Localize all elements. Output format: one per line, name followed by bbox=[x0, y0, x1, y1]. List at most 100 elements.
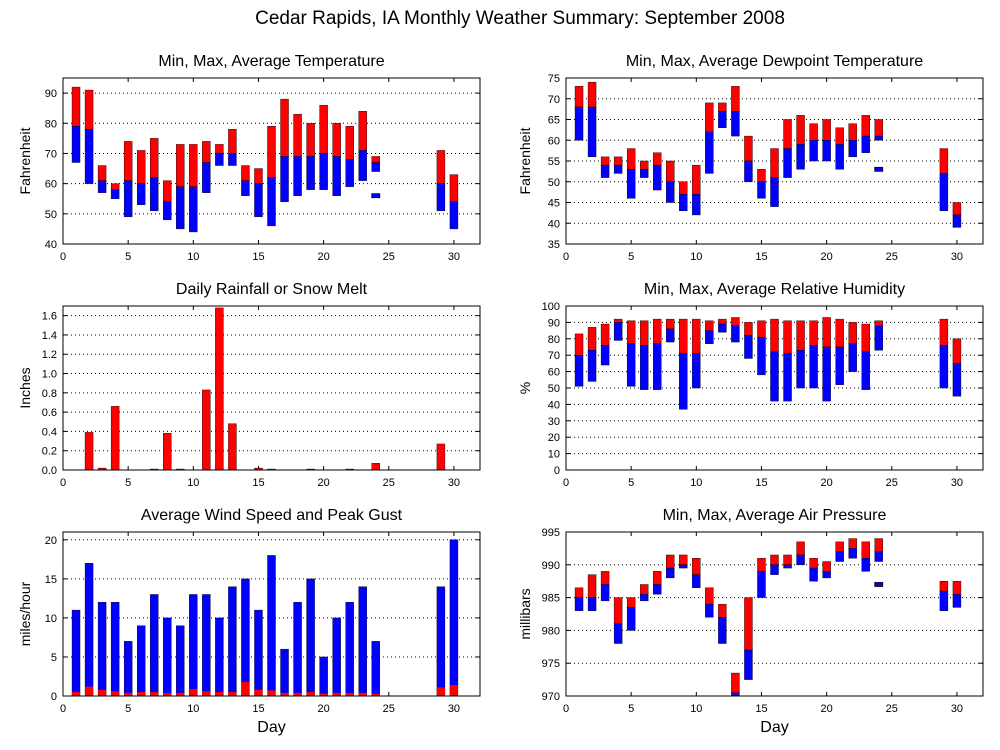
bar-upper bbox=[97, 165, 107, 181]
bar-lower bbox=[848, 548, 857, 559]
plot-frame bbox=[62, 305, 481, 471]
page-title: Cedar Rapids, IA Monthly Weather Summary… bbox=[255, 8, 785, 29]
y-tick-label: 30 bbox=[548, 416, 560, 428]
y-tick-label: 75 bbox=[548, 73, 560, 85]
bar-lower bbox=[639, 169, 649, 178]
avg-wind-bar bbox=[254, 689, 263, 696]
rain-bar bbox=[202, 389, 211, 471]
bar-lower bbox=[189, 186, 198, 233]
x-tick-label: 0 bbox=[563, 477, 569, 489]
gust-bar bbox=[358, 586, 367, 697]
bar-upper bbox=[952, 202, 962, 216]
bar-lower bbox=[202, 162, 211, 193]
bar-lower bbox=[626, 169, 636, 199]
avg-wind-bar bbox=[319, 693, 328, 696]
x-tick-label: 10 bbox=[690, 477, 702, 489]
bar-upper bbox=[770, 554, 779, 566]
x-tick-label: 0 bbox=[60, 703, 66, 715]
bar-upper bbox=[574, 587, 584, 598]
bar-upper bbox=[705, 587, 714, 605]
avg-wind-bar bbox=[241, 681, 250, 696]
x-tick-label: 0 bbox=[60, 251, 66, 263]
y-tick-label: 0.0 bbox=[42, 465, 57, 477]
y-tick-label: 40 bbox=[45, 239, 57, 251]
bar-upper bbox=[587, 81, 597, 108]
y-tick-label: 10 bbox=[45, 613, 57, 625]
bar-lower bbox=[666, 567, 675, 579]
bar-lower bbox=[718, 323, 727, 333]
x-tick-label: 15 bbox=[755, 251, 767, 263]
bar-lower bbox=[718, 110, 727, 128]
gust-bar bbox=[110, 602, 120, 697]
avg-wind-bar bbox=[137, 692, 146, 696]
bar-lower bbox=[705, 603, 714, 618]
bar-upper bbox=[574, 86, 584, 108]
gust-bar bbox=[202, 594, 211, 697]
x-tick-label: 15 bbox=[252, 703, 264, 715]
bar-upper bbox=[705, 320, 714, 331]
bar-upper bbox=[600, 571, 610, 585]
x-tick-label: 25 bbox=[383, 477, 395, 489]
y-tick-label: 1.0 bbox=[42, 369, 57, 381]
bar-lower bbox=[653, 584, 662, 595]
y-tick-label: 0.4 bbox=[42, 426, 57, 438]
y-tick-label: 20 bbox=[548, 432, 560, 444]
bar-upper bbox=[613, 156, 623, 166]
plot-frame bbox=[565, 531, 984, 697]
gust-bar bbox=[267, 555, 276, 697]
x-tick-label: 10 bbox=[690, 703, 702, 715]
gust-bar bbox=[84, 563, 94, 697]
bar-upper bbox=[809, 320, 818, 346]
bar-lower bbox=[84, 129, 94, 184]
bar-upper bbox=[809, 558, 818, 569]
bar-upper bbox=[71, 86, 81, 127]
bar-lower bbox=[639, 594, 649, 602]
bar-upper bbox=[718, 102, 727, 112]
bar-upper bbox=[110, 183, 120, 190]
bar-lower bbox=[653, 164, 662, 191]
bar-lower bbox=[952, 363, 962, 397]
bar-lower bbox=[783, 564, 792, 569]
x-tick-label: 5 bbox=[125, 477, 131, 489]
x-tick-label: 20 bbox=[318, 251, 330, 263]
bar-lower bbox=[783, 353, 792, 402]
bar-lower bbox=[436, 183, 446, 212]
bar-lower bbox=[587, 106, 597, 158]
avg-wind-bar bbox=[176, 692, 185, 696]
bar-upper bbox=[345, 126, 354, 160]
y-tick-label: 90 bbox=[45, 88, 57, 100]
bar-lower bbox=[280, 156, 289, 202]
bar-lower bbox=[796, 554, 805, 566]
bar-lower bbox=[332, 156, 341, 196]
y-tick-label: 40 bbox=[548, 399, 560, 411]
bar-upper bbox=[600, 156, 610, 166]
bar-lower bbox=[449, 201, 459, 230]
bar-upper bbox=[783, 554, 792, 566]
bar-upper bbox=[770, 148, 779, 178]
bar-lower bbox=[848, 140, 857, 158]
bar-upper bbox=[679, 554, 688, 566]
bar-lower bbox=[874, 551, 883, 562]
bar-upper bbox=[666, 554, 675, 569]
x-tick-label: 0 bbox=[563, 703, 569, 715]
bar-upper bbox=[744, 597, 753, 651]
x-axis-label: Day bbox=[257, 719, 285, 736]
y-tick-label: 0.8 bbox=[42, 388, 57, 400]
x-tick-label: 30 bbox=[951, 477, 963, 489]
y-tick-label: 0 bbox=[554, 465, 560, 477]
bar-lower bbox=[848, 343, 857, 372]
bar-upper bbox=[731, 317, 740, 326]
bar-upper bbox=[228, 129, 237, 154]
bar-upper bbox=[952, 581, 962, 595]
bar-upper bbox=[666, 160, 675, 182]
gust-bar bbox=[280, 648, 289, 697]
bar-single bbox=[371, 193, 381, 199]
chart-title: Average Wind Speed and Peak Gust bbox=[141, 507, 403, 524]
bar-lower bbox=[600, 164, 610, 178]
bar-lower bbox=[822, 571, 831, 579]
y-tick-label: 60 bbox=[45, 179, 57, 191]
x-tick-label: 25 bbox=[886, 703, 898, 715]
bar-upper bbox=[835, 541, 844, 552]
bar-lower bbox=[770, 351, 779, 402]
